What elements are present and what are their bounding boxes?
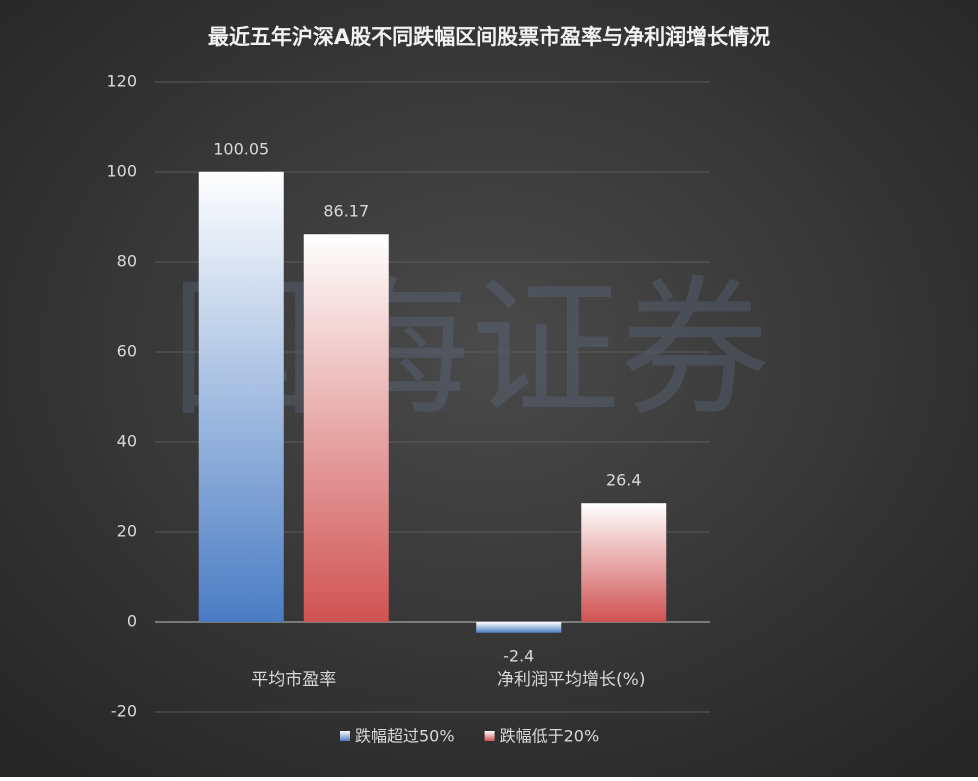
y-tick-label: -20 <box>111 702 137 721</box>
bar <box>198 171 284 622</box>
value-label: 86.17 <box>323 202 369 221</box>
value-label: -2.4 <box>503 646 534 665</box>
y-tick-label: 100 <box>106 162 137 181</box>
bar <box>581 503 667 622</box>
y-tick-label: 40 <box>117 432 137 451</box>
value-label: 100.05 <box>213 139 269 158</box>
y-tick-label: 60 <box>117 342 137 361</box>
legend-label: 跌幅超过50% <box>355 727 455 746</box>
y-tick-label: 120 <box>106 72 137 91</box>
y-tick-label: 0 <box>127 612 137 631</box>
legend-swatch <box>340 731 350 741</box>
value-label: 26.4 <box>606 471 642 490</box>
x-tick-label: 平均市盈率 <box>251 670 336 690</box>
bar <box>303 234 389 623</box>
y-tick-label: 80 <box>117 252 137 271</box>
bar <box>476 622 562 633</box>
y-tick-label: 20 <box>117 522 137 541</box>
legend-label: 跌幅低于20% <box>500 727 600 746</box>
legend-swatch <box>484 731 495 741</box>
x-tick-label: 净利润平均增长(%) <box>497 670 645 690</box>
chart-title: 最近五年沪深A股不同跌幅区间股票市盈率与净利润增长情况 <box>208 25 770 49</box>
